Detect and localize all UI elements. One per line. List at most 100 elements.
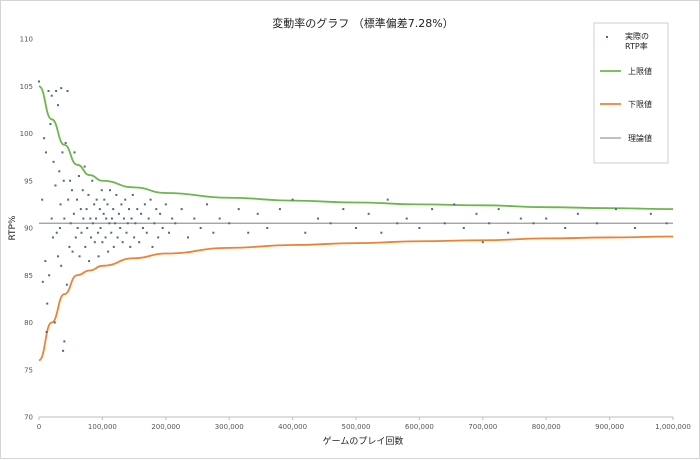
scatter-point <box>256 212 259 215</box>
scatter-point <box>100 189 103 192</box>
scatter-point <box>145 231 148 234</box>
scatter-point <box>126 222 129 225</box>
y-tick-label: 100 <box>20 130 33 138</box>
scatter-point <box>247 231 250 234</box>
scatter-point <box>462 227 465 229</box>
x-tick-label: 800,000 <box>532 423 561 431</box>
legend-box <box>593 22 669 164</box>
series-lines <box>38 85 674 362</box>
scatter-point <box>633 227 636 229</box>
scatter-point <box>73 151 76 154</box>
scatter-point <box>218 217 221 220</box>
y-axis-label: RTP% <box>8 215 18 241</box>
scatter-point <box>60 87 63 90</box>
x-tick-label: 900,000 <box>595 423 624 431</box>
scatter-point <box>64 141 67 144</box>
scatter-point <box>507 231 510 234</box>
scatter-point <box>77 175 80 178</box>
x-axis-label: ゲームのプレイ回数 <box>323 435 404 447</box>
scatter-point <box>106 203 109 206</box>
scatter-point <box>120 203 123 206</box>
scatter-point <box>488 222 491 225</box>
lower-limit-line <box>38 235 674 362</box>
scatter-point <box>109 189 112 192</box>
scatter-point <box>58 227 61 229</box>
scatter-point <box>57 104 60 107</box>
scatter-point <box>81 189 84 192</box>
scatter-point <box>304 231 307 234</box>
scatter-point <box>68 245 71 248</box>
scatter-point <box>52 160 55 163</box>
scatter-point <box>97 255 100 258</box>
scatter-point <box>78 255 81 258</box>
scatter-point <box>44 260 47 263</box>
legend-label-actual-rtp: 実際の RTP率 <box>625 31 649 51</box>
legend-marker-points <box>606 36 608 38</box>
scatter-point <box>91 179 94 182</box>
scatter-point <box>116 236 119 239</box>
scatter-point <box>155 208 158 211</box>
scatter-point <box>171 217 174 220</box>
x-tick-label: 400,000 <box>278 423 307 431</box>
scatter-point <box>70 189 73 192</box>
scatter-point <box>134 222 137 225</box>
scatter-point <box>66 89 69 92</box>
scatter-point <box>329 222 332 225</box>
scatter-point <box>51 236 54 239</box>
scatter-point <box>45 330 48 333</box>
legend-label-theory: 理論値 <box>628 133 652 143</box>
scatter-point <box>125 231 128 234</box>
scatter-point <box>141 227 144 229</box>
scatter-point <box>61 151 64 154</box>
scatter-point <box>237 208 240 211</box>
scatter-point <box>418 227 421 229</box>
scatter-point <box>50 217 53 220</box>
chart-title: 変動率のグラフ （標準偏差7.28%） <box>272 16 453 30</box>
scatter-point <box>44 151 47 154</box>
scatter-point <box>131 193 134 196</box>
scatter-point <box>112 208 115 211</box>
y-tick-label: 95 <box>24 177 33 185</box>
scatter-point <box>41 280 44 283</box>
scatter-point <box>157 236 160 239</box>
scatter-point <box>54 184 57 187</box>
scatter-point <box>138 241 141 244</box>
scatter-point <box>199 227 202 229</box>
scatter-point <box>161 227 164 229</box>
scatter-point <box>159 212 162 215</box>
scatter-point <box>110 217 113 220</box>
scatter-point <box>87 193 90 196</box>
scatter-point <box>532 222 535 225</box>
y-tick-label: 110 <box>20 36 33 44</box>
scatter-point <box>43 137 46 140</box>
scatter-point <box>63 340 66 343</box>
scatter-point <box>117 212 120 215</box>
scatter-point <box>62 179 65 182</box>
scatter-point <box>151 245 154 248</box>
scatter-point <box>443 222 446 225</box>
scatter-point <box>266 227 269 229</box>
scatter-point <box>53 321 56 324</box>
scatter-point <box>136 208 139 211</box>
scatter-point <box>84 245 87 248</box>
scatter-point <box>475 212 478 215</box>
scatter-point <box>74 236 77 239</box>
scatter-point <box>110 231 113 234</box>
x-tick-label: 300,000 <box>215 423 244 431</box>
scatter-point <box>93 241 96 244</box>
scatter-point <box>316 217 319 220</box>
scatter-point <box>80 231 83 234</box>
scatter-point <box>193 217 196 220</box>
scatter-point <box>167 231 170 234</box>
scatter-point <box>49 123 52 126</box>
x-tick-label: 100,000 <box>88 423 117 431</box>
scatter-point <box>96 231 99 234</box>
x-tick-label: 700,000 <box>468 423 497 431</box>
x-tick-label: 0 <box>37 423 41 431</box>
scatter-point <box>174 222 177 225</box>
scatter-point <box>130 217 133 220</box>
scatter-point <box>107 250 110 253</box>
x-tick-label: 600,000 <box>405 423 434 431</box>
